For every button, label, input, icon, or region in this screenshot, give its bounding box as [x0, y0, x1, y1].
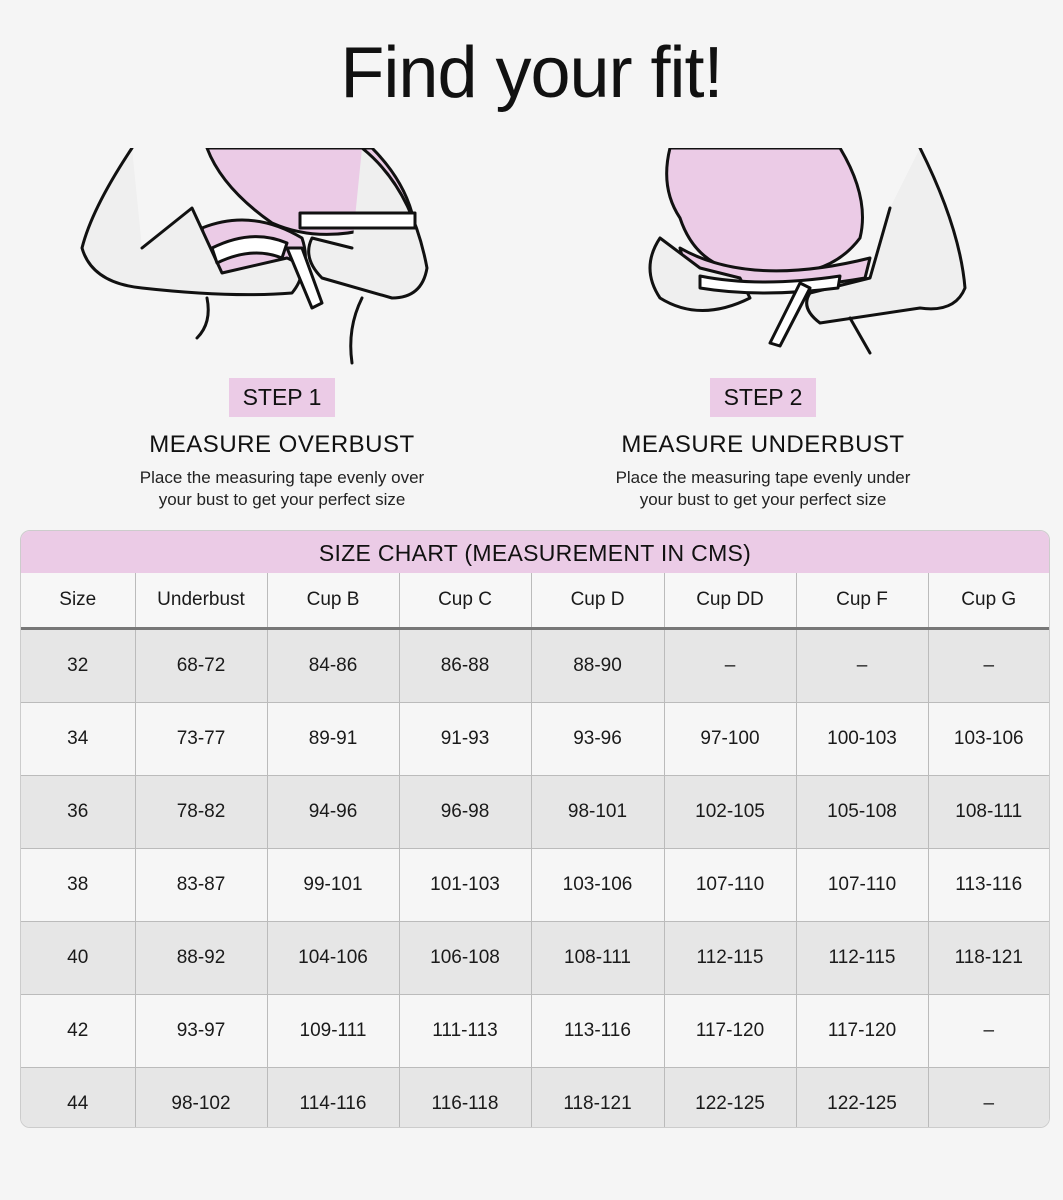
table-cell: 89-91 [267, 702, 400, 776]
table-row: 42 93-97 109-111 111-113 113-116 117-120 117-1… [21, 994, 1049, 1068]
column-header: Cup C [399, 573, 532, 630]
table-cell: 78-82 [135, 775, 268, 849]
step-description: Place the measuring tape evenly under yo… [523, 467, 1003, 511]
table-cell: – [928, 1067, 1049, 1127]
table-cell: 103-106 [928, 702, 1049, 776]
table-row: 38 83-87 99-101 101-103 103-106 107-110 107-11… [21, 848, 1049, 922]
column-header: Cup DD [664, 573, 797, 630]
step-title: MEASURE OVERBUST [149, 431, 415, 458]
table-cell: – [928, 994, 1049, 1068]
step-title: MEASURE UNDERBUST [621, 431, 905, 458]
table-cell: 122-125 [796, 1067, 929, 1127]
table-cell: 84-86 [267, 628, 400, 703]
table-cell: 73-77 [135, 702, 268, 776]
table-cell: 86-88 [399, 628, 532, 703]
table-cell: 109-111 [267, 994, 400, 1068]
table-cell: 34 [21, 702, 136, 776]
column-header: Cup G [928, 573, 1049, 630]
measure-overbust-illustration [80, 148, 429, 365]
table-row: 34 73-77 89-91 91-93 93-96 97-100 100-103 103-1… [21, 702, 1049, 776]
step-1: STEP 1 MEASURE OVERBUST Place the measur… [42, 0, 522, 511]
table-cell: 106-108 [399, 921, 532, 995]
table-cell: 105-108 [796, 775, 929, 849]
table-cell: 38 [21, 848, 136, 922]
table-cell: – [664, 628, 797, 703]
table-cell: 100-103 [796, 702, 929, 776]
step-description-line: Place the measuring tape evenly under [615, 468, 911, 487]
size-chart-title: SIZE CHART (MEASUREMENT IN CMS) [21, 531, 1049, 573]
table-cell: 111-113 [399, 994, 532, 1068]
table-row: 36 78-82 94-96 96-98 98-101 102-105 105-108 108… [21, 775, 1049, 849]
table-cell: 112-115 [796, 921, 929, 995]
table-cell: 107-110 [664, 848, 797, 922]
table-cell: 83-87 [135, 848, 268, 922]
table-cell: 108-111 [531, 921, 665, 995]
table-cell: 118-121 [531, 1067, 665, 1127]
column-header: Cup F [796, 573, 929, 630]
step-description: Place the measuring tape evenly over you… [42, 467, 522, 511]
table-cell: 99-101 [267, 848, 400, 922]
column-header: Cup D [531, 573, 665, 630]
table-cell: 36 [21, 775, 136, 849]
table-cell: 44 [21, 1067, 136, 1127]
step-description-line: your bust to get your perfect size [158, 490, 406, 509]
table-row: 32 68-72 84-86 86-88 88-90– – – [21, 628, 1049, 703]
table-cell: 42 [21, 994, 136, 1068]
table-cell: 108-111 [928, 775, 1049, 849]
column-header: Size [21, 573, 136, 630]
column-header: Cup B [267, 573, 400, 630]
table-cell: 91-93 [399, 702, 532, 776]
step-description-line: your bust to get your perfect size [639, 490, 887, 509]
table-cell: – [928, 628, 1049, 703]
table-cell: 113-116 [928, 848, 1049, 922]
table-cell: 122-125 [664, 1067, 797, 1127]
table-cell: 117-120 [664, 994, 797, 1068]
table-cell: 98-102 [135, 1067, 268, 1127]
table-cell: 116-118 [399, 1067, 532, 1127]
table-cell: 101-103 [399, 848, 532, 922]
table-cell: 118-121 [928, 921, 1049, 995]
step-description-line: Place the measuring tape evenly over [139, 468, 425, 487]
table-cell: 88-90 [531, 628, 665, 703]
table-cell: 104-106 [267, 921, 400, 995]
table-cell: – [796, 628, 929, 703]
table-cell: 68-72 [135, 628, 268, 703]
page-title: Find your fit! [340, 33, 723, 113]
table-cell: 40 [21, 921, 136, 995]
table-cell: 93-96 [531, 702, 665, 776]
table-cell: 117-120 [796, 994, 929, 1068]
size-chart: SIZE CHART (MEASUREMENT IN CMS) Size Unde… [20, 530, 1050, 1128]
table-row: 40 88-92 104-106 106-108 108-111 112-115 112-1… [21, 921, 1049, 995]
table-row: 44 98-102 114-116 116-118 118-121 122-125 122-… [21, 1067, 1049, 1127]
measure-underbust-illustration [648, 148, 967, 355]
table-cell: 32 [21, 628, 136, 703]
table-cell: 94-96 [267, 775, 400, 849]
table-cell: 113-116 [531, 994, 665, 1068]
step-badge: STEP 2 [709, 378, 817, 417]
table-cell: 112-115 [664, 921, 797, 995]
table-cell: 102-105 [664, 775, 797, 849]
table-cell: 88-92 [135, 921, 268, 995]
column-header: Underbust [135, 573, 268, 630]
table-cell: 107-110 [796, 848, 929, 922]
table-cell: 114-116 [267, 1067, 400, 1127]
step-badge: STEP 1 [228, 378, 336, 417]
table-cell: 98-101 [531, 775, 665, 849]
table-cell: 97-100 [664, 702, 797, 776]
step-2: STEP 2 MEASURE UNDERBUST Place the measu… [523, 0, 1003, 511]
table-cell: 103-106 [531, 848, 665, 922]
table-cell: 96-98 [399, 775, 532, 849]
table-cell: 93-97 [135, 994, 268, 1068]
